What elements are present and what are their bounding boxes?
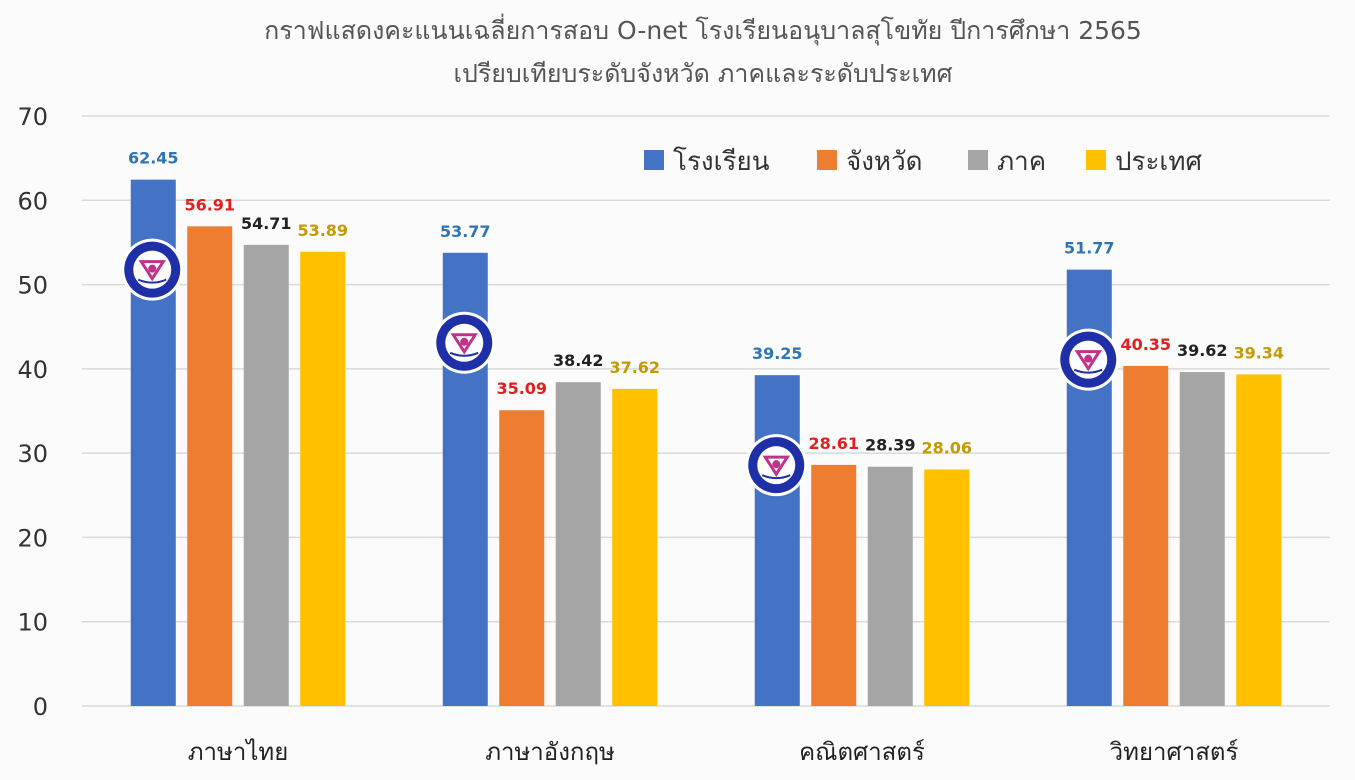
bar: [924, 469, 970, 706]
bar: [1179, 372, 1225, 706]
bars: [130, 179, 1282, 706]
data-label: 56.91: [184, 195, 235, 214]
legend-swatch: [644, 150, 664, 170]
gridlines: [82, 115, 1330, 707]
legend-swatch: [968, 150, 988, 170]
y-tick-label: 70: [17, 103, 48, 131]
y-tick-label: 30: [17, 440, 48, 468]
y-tick-label: 50: [17, 272, 48, 300]
bar: [754, 375, 800, 706]
bar: [499, 410, 545, 706]
data-label: 53.77: [440, 222, 491, 241]
bar: [1236, 374, 1282, 706]
x-tick-label: คณิตศาสตร์: [799, 738, 925, 766]
data-label: 53.89: [297, 221, 348, 240]
bar: [243, 244, 289, 706]
bar: [612, 388, 658, 706]
data-label: 54.71: [241, 214, 292, 233]
bar: [555, 382, 601, 706]
data-label: 28.39: [865, 436, 916, 455]
school-seal-icon: [119, 237, 185, 303]
data-label: 39.25: [752, 344, 803, 363]
bar: [187, 226, 233, 706]
school-seal-icon: [431, 310, 497, 376]
data-label: 39.34: [1233, 343, 1284, 362]
bar: [867, 466, 913, 706]
y-tick-label: 40: [17, 356, 48, 384]
school-seal-icon: [743, 432, 809, 498]
legend-swatch: [817, 150, 837, 170]
legend-swatch: [1086, 150, 1106, 170]
data-label: 38.42: [553, 351, 604, 370]
legend-label: โรงเรียน: [673, 146, 770, 177]
data-label: 35.09: [496, 379, 547, 398]
school-seal-icon: [1055, 327, 1121, 393]
legend-label: ประเทศ: [1115, 147, 1202, 177]
data-label: 28.61: [808, 434, 859, 453]
data-label: 39.62: [1177, 341, 1228, 360]
data-label: 37.62: [609, 358, 660, 377]
legend-label: ภาค: [997, 147, 1046, 177]
x-tick-label: วิทยาศาสตร์: [1109, 738, 1238, 766]
data-label: 40.35: [1120, 335, 1171, 354]
x-axis: ภาษาไทย ภาษาอังกฤษ คณิตศาสตร์ วิทยาศาสตร์: [188, 738, 1239, 766]
data-labels: 62.45 56.91 54.71 53.89 53.77 35.09 38.42 37.62…: [128, 149, 1284, 458]
y-tick-label: 20: [17, 524, 48, 552]
data-label: 51.77: [1064, 239, 1115, 258]
chart-title: กราฟแสดงคะแนนเฉลี่ยการสอบ O-net โรงเรียน…: [264, 13, 1142, 88]
bar: [1123, 365, 1169, 706]
legend-label: จังหวัด: [846, 147, 923, 177]
x-tick-label: ภาษาอังกฤษ: [485, 738, 615, 766]
y-tick-label: 10: [17, 609, 48, 637]
y-tick-label: 0: [33, 693, 48, 721]
bar: [811, 464, 857, 706]
chart-title-line-1: กราฟแสดงคะแนนเฉลี่ยการสอบ O-net โรงเรียน…: [264, 13, 1142, 46]
x-tick-label: ภาษาไทย: [188, 738, 289, 766]
y-tick-label: 60: [17, 187, 48, 215]
legend: โรงเรียน จังหวัด ภาค ประเทศ: [644, 146, 1202, 177]
y-axis: 0 10 20 30 40 50 60 70: [17, 103, 48, 721]
bar: [300, 251, 346, 706]
chart-title-line-2: เปรียบเทียบระดับจังหวัด ภาคและระดับประเท…: [453, 59, 952, 88]
data-label: 28.06: [921, 438, 972, 457]
data-label: 62.45: [128, 149, 179, 168]
